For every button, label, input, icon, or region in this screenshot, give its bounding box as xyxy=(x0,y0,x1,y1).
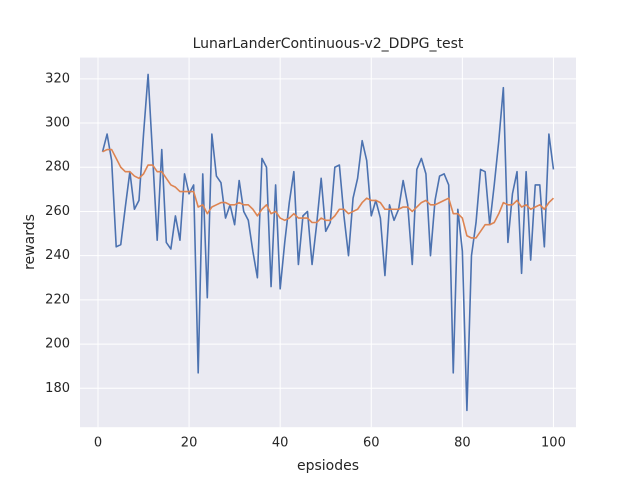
line-series xyxy=(101,73,555,412)
y-tick-label: 280 xyxy=(45,160,70,175)
y-axis-label: rewards xyxy=(22,214,38,270)
y-tick-label: 180 xyxy=(45,381,70,396)
x-tick-label: 40 xyxy=(272,436,289,451)
grid xyxy=(80,57,576,428)
marks xyxy=(101,73,555,412)
x-tick-label: 0 xyxy=(94,436,102,451)
y-tick-label: 220 xyxy=(45,292,70,307)
x-tick-label: 60 xyxy=(363,436,380,451)
x-tick-label: 20 xyxy=(181,436,198,451)
y-tick-label: 260 xyxy=(45,204,70,219)
line-series xyxy=(102,148,555,239)
y-tick-label: 320 xyxy=(45,71,70,86)
y-tick-label: 300 xyxy=(45,116,70,131)
chart-title: LunarLanderContinuous-v2_DDPG_test xyxy=(193,36,464,52)
x-tick-label: 80 xyxy=(454,436,471,451)
y-tick-label: 240 xyxy=(45,248,70,263)
y-tick-label: 200 xyxy=(45,337,70,352)
x-tick-label: 100 xyxy=(541,436,566,451)
x-axis-label: epsiodes xyxy=(297,458,359,474)
plot-area xyxy=(80,57,576,428)
